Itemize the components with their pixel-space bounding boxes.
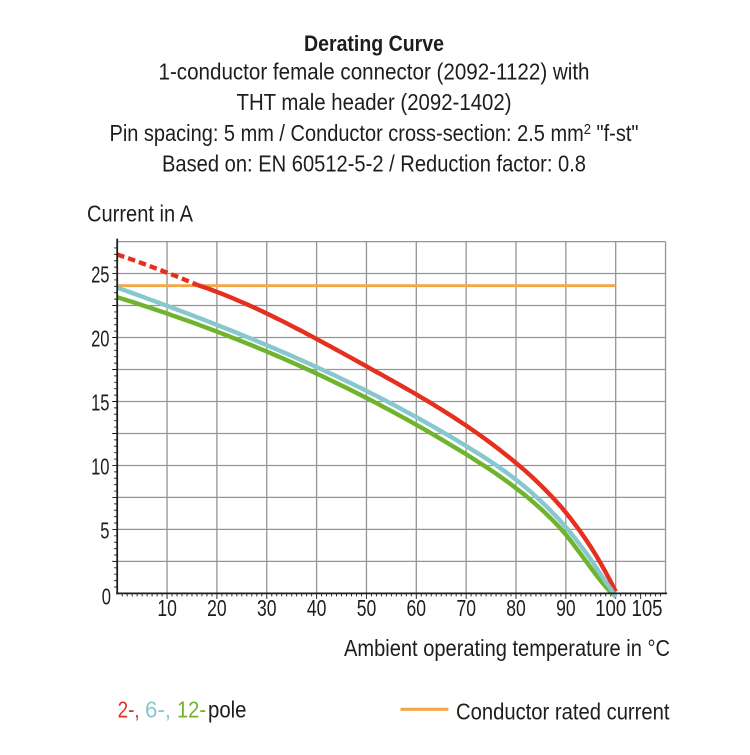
svg-text:105: 105 — [632, 595, 663, 621]
svg-text:5: 5 — [100, 518, 109, 544]
svg-text:20: 20 — [207, 595, 227, 621]
svg-text:70: 70 — [456, 595, 476, 621]
svg-text:THT male header (2092-1402): THT male header (2092-1402) — [237, 89, 512, 115]
svg-text:100: 100 — [595, 595, 626, 621]
svg-text:Conductor rated current: Conductor rated current — [456, 698, 670, 724]
svg-text:20: 20 — [91, 326, 109, 352]
svg-text:0: 0 — [102, 584, 111, 610]
svg-text:40: 40 — [307, 595, 327, 621]
svg-text:80: 80 — [506, 595, 526, 621]
svg-text:pole: pole — [208, 696, 247, 722]
svg-text:Current in A: Current in A — [87, 201, 194, 227]
svg-text:Pin spacing: 5 mm / Conductor: Pin spacing: 5 mm / Conductor cross-sect… — [110, 120, 639, 146]
svg-text:15: 15 — [91, 390, 109, 416]
svg-text:Ambient operating temperature: Ambient operating temperature in °C — [344, 635, 670, 661]
svg-text:50: 50 — [357, 595, 377, 621]
svg-text:2-,: 2-, — [118, 696, 140, 722]
svg-text:60: 60 — [407, 595, 427, 621]
svg-text:6-,: 6-, — [145, 696, 171, 722]
svg-text:90: 90 — [556, 595, 576, 621]
svg-text:Based on: EN 60512-5-2 / Reduc: Based on: EN 60512-5-2 / Reduction facto… — [162, 151, 586, 177]
svg-text:10: 10 — [91, 454, 109, 480]
svg-text:1-conductor female connector (: 1-conductor female connector (2092-1122)… — [159, 59, 590, 85]
svg-text:25: 25 — [91, 262, 109, 288]
svg-text:10: 10 — [157, 595, 177, 621]
svg-text:30: 30 — [257, 595, 277, 621]
svg-text:12-: 12- — [177, 696, 206, 722]
svg-text:Derating Curve: Derating Curve — [304, 31, 444, 56]
